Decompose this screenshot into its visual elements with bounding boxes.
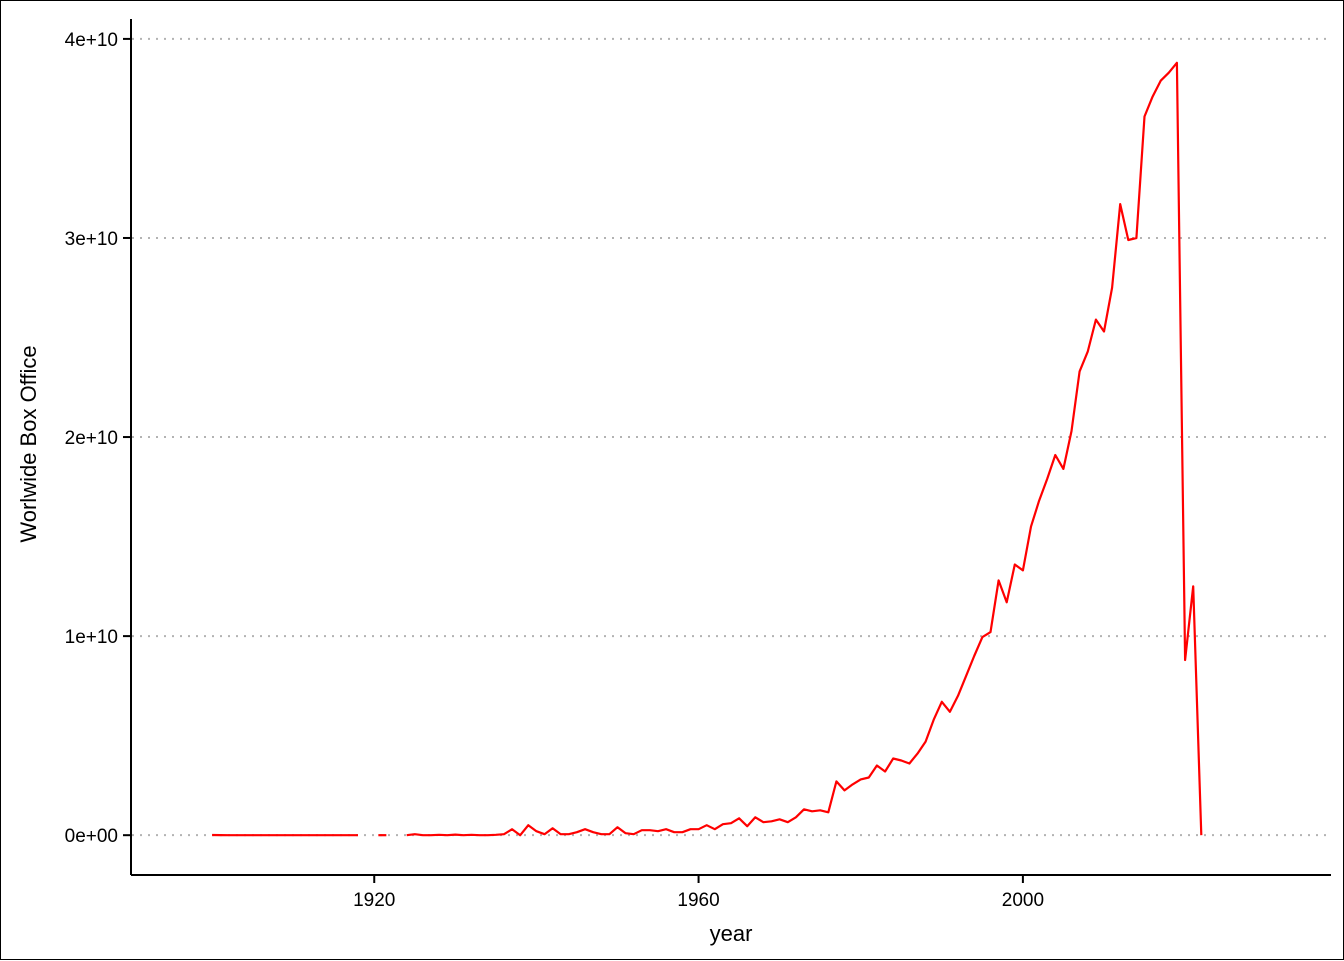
y-tick-label: 1e+10 [65,627,118,648]
x-tick-label: 1960 [677,890,719,911]
gridlines [132,39,1331,835]
series-lines [212,63,1201,835]
x-tick-label: 1920 [353,890,395,911]
x-tick-label: 2000 [1002,890,1044,911]
x-ticks: 1920 1960 2000 [353,875,1044,911]
x-axis-title: year [710,921,753,946]
y-axis-title: Worlwide Box Office [16,345,41,542]
axes [131,19,1331,875]
y-tick-label: 3e+10 [65,229,118,250]
y-ticks: 0e+00 1e+10 2e+10 3e+10 4e+10 [65,30,131,847]
series-line-segment [407,63,1202,835]
y-tick-label: 4e+10 [65,30,118,51]
y-tick-label: 2e+10 [65,428,118,449]
y-tick-label: 0e+00 [65,826,118,847]
